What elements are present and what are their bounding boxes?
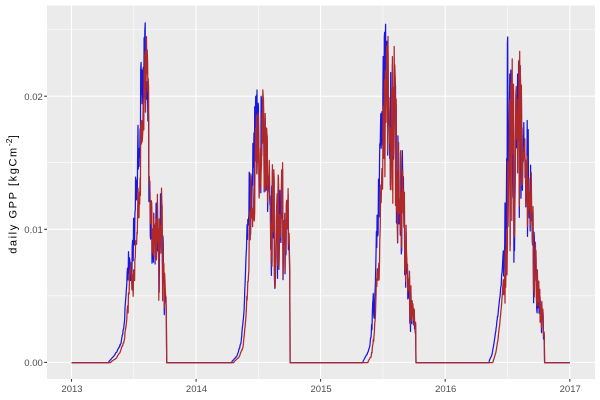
svg-text:0.02: 0.02 xyxy=(24,92,43,103)
svg-text:2013: 2013 xyxy=(61,384,82,395)
svg-text:daily GPP [kgCm-2]: daily GPP [kgCm-2] xyxy=(4,135,19,254)
svg-text:0.00: 0.00 xyxy=(24,358,43,369)
svg-text:2017: 2017 xyxy=(560,384,581,395)
svg-text:2014: 2014 xyxy=(186,384,207,395)
svg-text:0.01: 0.01 xyxy=(24,225,43,236)
svg-text:2015: 2015 xyxy=(311,384,332,395)
svg-text:2016: 2016 xyxy=(435,384,456,395)
